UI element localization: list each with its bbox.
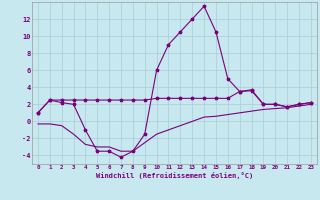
X-axis label: Windchill (Refroidissement éolien,°C): Windchill (Refroidissement éolien,°C) — [96, 172, 253, 179]
